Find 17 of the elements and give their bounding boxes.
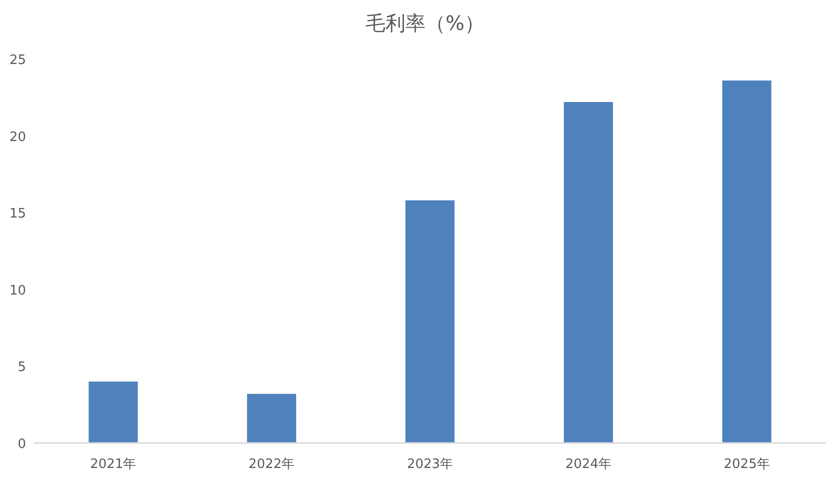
- x-tick-label: 2022年: [248, 457, 295, 472]
- y-tick-label: 15: [9, 206, 26, 222]
- x-tick-label: 2023年: [406, 457, 454, 472]
- chart-title: 毛利率（%）: [365, 11, 485, 35]
- bar: [88, 382, 138, 443]
- x-tick-label: 2021年: [90, 457, 136, 472]
- x-tick-label: 2024年: [565, 457, 612, 472]
- y-tick-label: 25: [9, 53, 26, 68]
- y-tick-label: 10: [9, 283, 26, 298]
- x-tick-label: 2025年: [724, 457, 770, 472]
- bar: [247, 394, 296, 443]
- y-tick-label: 5: [18, 360, 26, 376]
- bar: [405, 200, 455, 443]
- y-tick-label: 0: [18, 437, 26, 452]
- bar: [564, 102, 613, 443]
- bar: [722, 80, 772, 443]
- y-tick-label: 20: [9, 130, 26, 145]
